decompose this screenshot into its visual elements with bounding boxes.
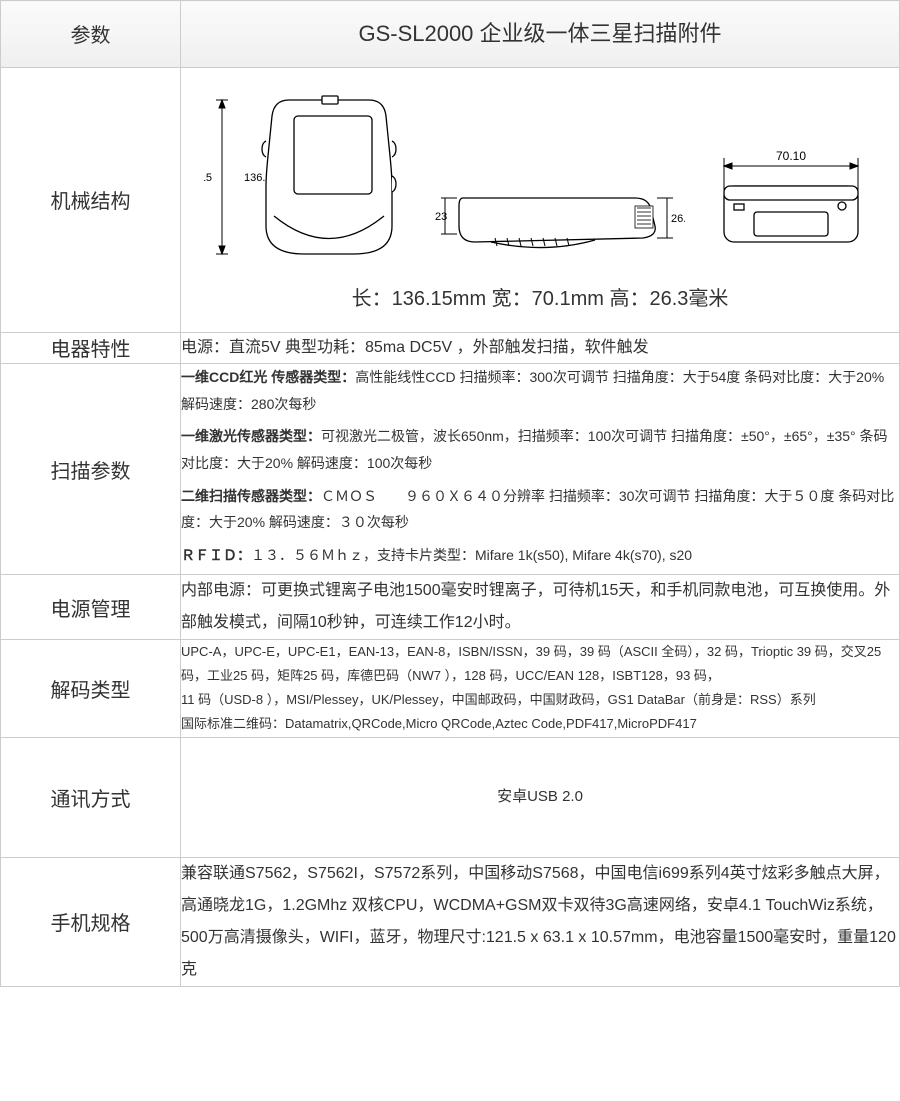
phone-content: 兼容联通S7562，S7562I，S7572系列，中国移动S7568，中国电信i…	[181, 857, 900, 986]
header-product-title: GS-SL2000 企业级一体三星扫描附件	[181, 1, 900, 68]
front-view-diagram: 136.15 136.15	[204, 86, 414, 266]
mechanical-diagrams: 136.15 136.15	[203, 86, 877, 266]
dim-side-right: 26.30	[671, 213, 685, 225]
scan-row: 扫描参数 一维CCD红光 传感器类型：高性能线性CCD 扫描频率：300次可调节…	[1, 364, 900, 575]
mechanical-content: 136.15 136.15	[181, 67, 900, 332]
scan-rfid-bold: ＲＦＩＤ：	[181, 547, 251, 563]
mechanical-label: 机械结构	[1, 67, 181, 332]
power-content: 内部电源：可更换式锂离子电池1500毫安时锂离子，可待机15天，和手机同款电池，…	[181, 575, 900, 640]
power-label: 电源管理	[1, 575, 181, 640]
power-row: 电源管理 内部电源：可更换式锂离子电池1500毫安时锂离子，可待机15天，和手机…	[1, 575, 900, 640]
mechanical-row: 机械结构 136.15 136.15	[1, 67, 900, 332]
electrical-label: 电器特性	[1, 332, 181, 363]
dim-length: 136.15	[204, 172, 212, 184]
scan-ccd-bold: 一维CCD红光 传感器类型：	[181, 369, 355, 385]
comm-row: 通讯方式 安卓USB 2.0	[1, 737, 900, 857]
decode-label: 解码类型	[1, 640, 181, 737]
decode-line2: 11 码（USD-8 ），MSI/Plessey，UK/Plessey，中国邮政…	[181, 688, 899, 712]
scan-laser-bold: 一维激光传感器类型：	[181, 428, 321, 444]
side-view-diagram: 23 26.30	[435, 176, 685, 266]
electrical-row: 电器特性 电源：直流5V 典型功耗：85ma DC5V ，外部触发扫描，软件触发	[1, 332, 900, 363]
header-row: 参数 GS-SL2000 企业级一体三星扫描附件	[1, 1, 900, 68]
dim-width: 70.10	[776, 149, 806, 163]
decode-row: 解码类型 UPC-A，UPC-E，UPC-E1，EAN-13，EAN-8，ISB…	[1, 640, 900, 737]
decode-content: UPC-A，UPC-E，UPC-E1，EAN-13，EAN-8，ISBN/ISS…	[181, 640, 900, 737]
electrical-content: 电源：直流5V 典型功耗：85ma DC5V ，外部触发扫描，软件触发	[181, 332, 900, 363]
decode-line1: UPC-A，UPC-E，UPC-E1，EAN-13，EAN-8，ISBN/ISS…	[181, 640, 899, 688]
phone-label: 手机规格	[1, 857, 181, 986]
scan-content: 一维CCD红光 传感器类型：高性能线性CCD 扫描频率：300次可调节 扫描角度…	[181, 364, 900, 575]
dim-side-left: 23	[435, 211, 447, 223]
scan-label: 扫描参数	[1, 364, 181, 575]
decode-line3: 国际标准二维码：Datamatrix,QRCode,Micro QRCode,A…	[181, 712, 899, 736]
dimension-caption: 长：136.15mm 宽：70.1mm 高：26.3毫米	[203, 280, 877, 318]
comm-content: 安卓USB 2.0	[181, 737, 900, 857]
spec-table: 参数 GS-SL2000 企业级一体三星扫描附件 机械结构 136.15	[0, 0, 900, 987]
scan-rfid-text: １３．５６Ｍｈｚ，支持卡片类型：Mifare 1k(s50), Mifare 4…	[251, 547, 692, 563]
top-view-diagram: 70.10	[706, 146, 876, 266]
comm-label: 通讯方式	[1, 737, 181, 857]
scan-2d-bold: 二维扫描传感器类型：	[181, 488, 321, 504]
header-param-label: 参数	[1, 1, 181, 68]
phone-row: 手机规格 兼容联通S7562，S7562I，S7572系列，中国移动S7568，…	[1, 857, 900, 986]
